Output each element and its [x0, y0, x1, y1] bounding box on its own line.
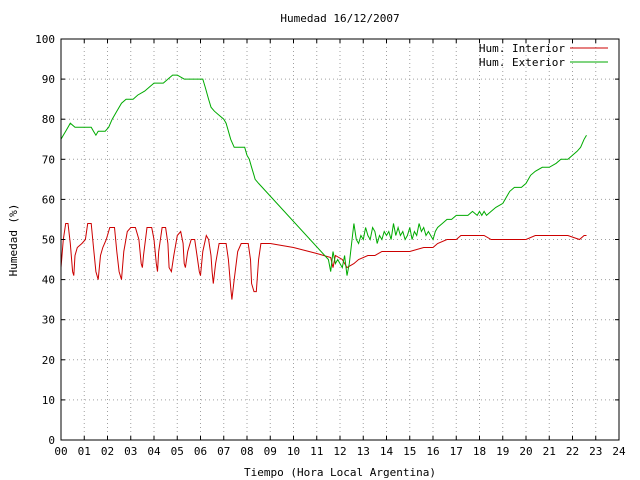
x-tick-label: 07: [217, 445, 230, 458]
series-line-interior: [60, 223, 587, 300]
x-tick-label: 20: [519, 445, 532, 458]
y-axis-label: Humedad (%): [7, 204, 20, 277]
y-tick-label: 20: [42, 354, 55, 367]
y-tick-label: 40: [42, 274, 55, 287]
y-tick-label: 10: [42, 394, 55, 407]
x-tick-label: 12: [333, 445, 346, 458]
x-tick-label: 24: [612, 445, 626, 458]
axis-ticks: 0 10 20 30 40 50 60 70 80 90 100 00 01 02 03 04 05 06 07 08…: [35, 33, 626, 458]
x-axis-label: Tiempo (Hora Local Argentina): [244, 466, 436, 479]
y-tick-label: 70: [42, 153, 55, 166]
x-tick-label: 10: [287, 445, 300, 458]
legend: Hum. Interior Hum. Exterior: [479, 42, 608, 69]
y-tick-label: 0: [48, 434, 55, 447]
grid: [61, 39, 619, 440]
x-tick-label: 22: [566, 445, 579, 458]
x-tick-label: 08: [240, 445, 253, 458]
y-tick-label: 60: [42, 193, 55, 206]
x-tick-label: 13: [357, 445, 370, 458]
x-tick-label: 03: [124, 445, 137, 458]
y-tick-label: 100: [35, 33, 55, 46]
x-tick-label: 18: [473, 445, 486, 458]
y-tick-label: 50: [42, 234, 55, 247]
x-tick-label: 15: [403, 445, 416, 458]
x-tick-label: 19: [496, 445, 509, 458]
x-tick-label: 14: [380, 445, 394, 458]
x-tick-label: 11: [310, 445, 323, 458]
series-line-exterior: [60, 74, 587, 276]
chart-title: Humedad 16/12/2007: [280, 12, 399, 25]
x-tick-label: 06: [194, 445, 207, 458]
x-tick-label: 05: [171, 445, 184, 458]
legend-label-exterior: Hum. Exterior: [479, 56, 565, 69]
x-tick-label: 23: [589, 445, 602, 458]
x-tick-label: 02: [101, 445, 114, 458]
y-tick-label: 80: [42, 113, 55, 126]
x-tick-label: 04: [147, 445, 161, 458]
y-tick-label: 30: [42, 314, 55, 327]
x-tick-label: 21: [543, 445, 556, 458]
legend-label-interior: Hum. Interior: [479, 42, 565, 55]
series-lines: [60, 74, 587, 300]
x-tick-label: 01: [78, 445, 91, 458]
y-tick-label: 90: [42, 73, 55, 86]
x-tick-label: 00: [54, 445, 67, 458]
x-tick-label: 17: [450, 445, 463, 458]
x-tick-label: 09: [264, 445, 277, 458]
x-tick-label: 16: [426, 445, 439, 458]
